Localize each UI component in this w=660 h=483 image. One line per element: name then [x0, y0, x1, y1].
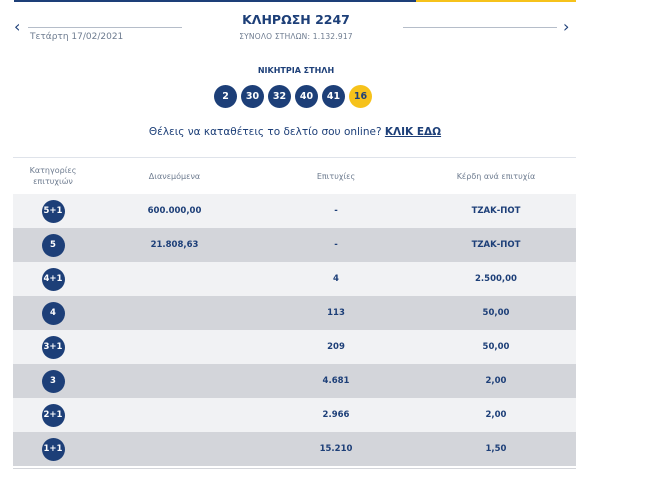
category-badge: 1+1: [41, 437, 65, 461]
header-winners: Επιτυχίες: [316, 171, 356, 181]
winning-number: 2: [214, 85, 237, 108]
prize-cell: 2,00: [485, 376, 507, 386]
table-row: 2+1 2.966 2,00: [13, 398, 576, 432]
winners-cell: -: [334, 240, 338, 250]
winners-cell: 113: [327, 308, 345, 318]
winning-number: 40: [295, 85, 318, 108]
winners-cell: 2.966: [322, 410, 350, 420]
table-header: Κατηγορίες επιτυχιών Διανεμόμενα Επιτυχί…: [13, 157, 576, 194]
table-row: 4+1 4 2.500,00: [13, 262, 576, 296]
total-columns: ΣΥΝΟΛΟ ΣΤΗΛΩΝ: 1.132.917: [239, 32, 353, 41]
distributed-cell: 21.808,63: [150, 240, 199, 250]
winning-number: 30: [241, 85, 264, 108]
category-badge: 2+1: [41, 403, 65, 427]
draw-title: ΚΛΗΡΩΣΗ 2247: [242, 12, 350, 27]
header-prize: Κέρδη ανά επιτυχία: [456, 171, 536, 181]
click-here-link[interactable]: ΚΛΙΚ ΕΔΩ: [384, 126, 442, 138]
chevron-left-icon[interactable]: ‹: [14, 17, 21, 36]
table-row: 1+1 15.210 1,50: [13, 432, 576, 466]
winners-cell: 4.681: [322, 376, 350, 386]
prize-cell: ΤΖΑΚ-ΠΟΤ: [471, 240, 521, 250]
distributed-cell: 600.000,00: [147, 206, 202, 216]
table-row: 3 4.681 2,00: [13, 364, 576, 398]
header-category-line2: επιτυχιών: [33, 177, 73, 186]
draw-date: Τετάρτη 17/02/2021: [30, 32, 124, 42]
table-row: 5+1 600.000,00 - ΤΖΑΚ-ΠΟΤ: [13, 194, 576, 228]
prize-cell: ΤΖΑΚ-ΠΟΤ: [471, 206, 521, 216]
header-divider-right: [403, 27, 557, 28]
prize-cell: 50,00: [482, 342, 510, 352]
table-row: 4 113 50,00: [13, 296, 576, 330]
top-accent-blue: [14, 0, 416, 2]
category-badge: 3+1: [41, 335, 65, 359]
category-badge: 4: [41, 301, 65, 325]
header-category: Κατηγορίες επιτυχιών: [13, 165, 93, 187]
winning-number: 41: [322, 85, 345, 108]
header-category-line1: Κατηγορίες: [29, 166, 77, 175]
category-badge: 5: [41, 233, 65, 257]
winning-numbers: 2 30 32 40 41 16: [214, 85, 372, 109]
winning-number: 32: [268, 85, 291, 108]
chevron-right-icon[interactable]: ›: [563, 17, 570, 36]
winners-cell: 4: [333, 274, 339, 284]
prize-cell: 50,00: [482, 308, 510, 318]
table-bottom-border: [13, 468, 576, 469]
prize-cell: 2.500,00: [475, 274, 517, 284]
header-distributed: Διανεμόμενα: [148, 171, 201, 181]
winners-cell: 15.210: [319, 444, 353, 454]
header-divider-left: [28, 27, 182, 28]
cta-text: Θέλεις να καταθέτεις το δελτίο σου onlin…: [148, 126, 382, 138]
prize-cell: 1,50: [485, 444, 507, 454]
category-badge: 5+1: [41, 199, 65, 223]
winners-cell: -: [334, 206, 338, 216]
table-row: 3+1 209 50,00: [13, 330, 576, 364]
category-badge: 4+1: [41, 267, 65, 291]
winning-column-label: ΝΙΚΗΤΡΙΑ ΣΤΗΛΗ: [257, 66, 335, 75]
winners-cell: 209: [327, 342, 345, 352]
category-badge: 3: [41, 369, 65, 393]
joker-number: 16: [349, 85, 372, 108]
online-cta: Θέλεις να καταθέτεις το δελτίο σου onlin…: [0, 126, 590, 138]
table-row: 5 21.808,63 - ΤΖΑΚ-ΠΟΤ: [13, 228, 576, 262]
prize-table: Κατηγορίες επιτυχιών Διανεμόμενα Επιτυχί…: [13, 157, 576, 466]
prize-cell: 2,00: [485, 410, 507, 420]
top-accent-yellow: [416, 0, 576, 2]
